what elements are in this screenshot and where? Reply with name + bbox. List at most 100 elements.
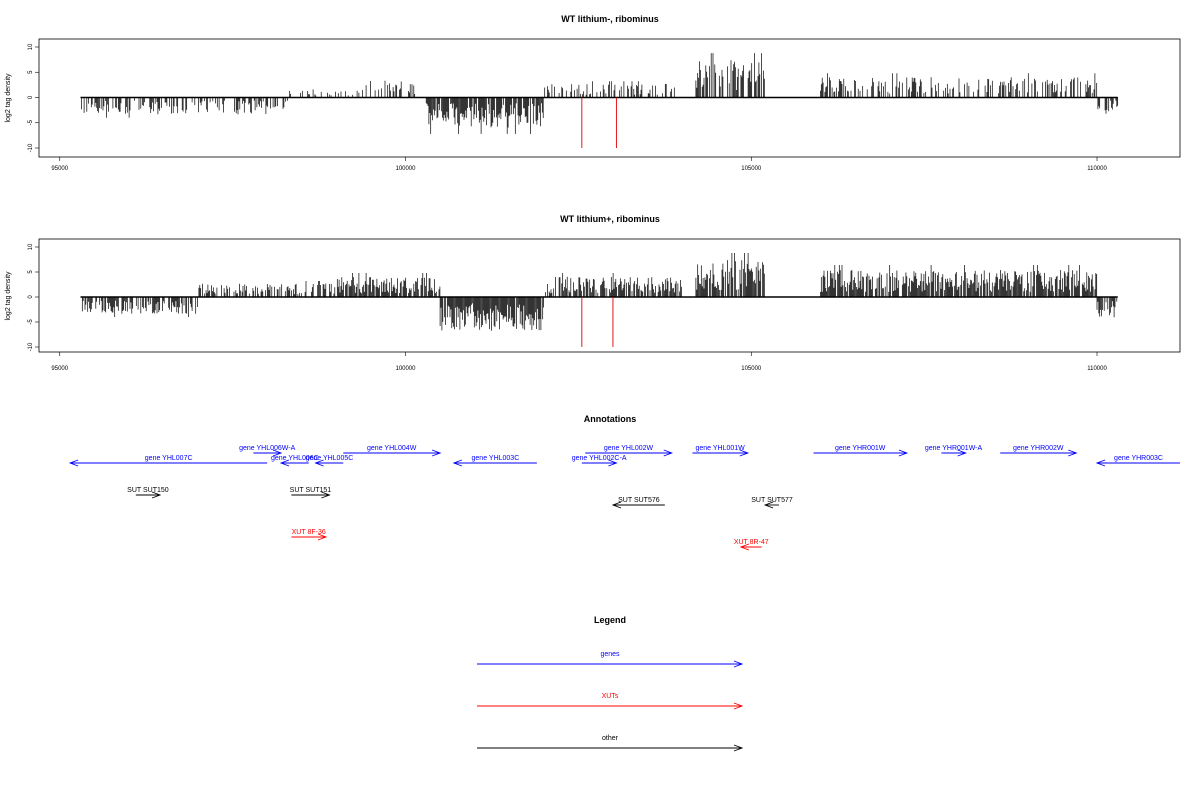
legend-arrow-head [733,744,744,752]
x-tick-label: 100000 [395,166,416,172]
annotations-panel: Annotations gene YHL007C gene YHL006W-A ge… [68,414,1180,551]
y-tick-label: -5 [28,119,34,125]
density-bars [81,253,1118,331]
annotation-feature: gene YHL002C-A [572,455,627,467]
legend-arrow-head [733,660,744,668]
feature-arrow-head [431,449,442,457]
feature-label: gene YHR003C [1114,455,1163,462]
annotation-feature: SUT SUT151 [290,487,332,499]
track-1-title: WT lithium-, ribominus [561,14,659,24]
feature-arrow-head [1095,459,1106,467]
x-tick-label: 95000 [51,366,68,372]
track-2-bars [80,253,1118,347]
track-1-frame [38,38,1181,158]
y-tick-label: 10 [28,43,34,50]
annotation-feature: gene YHL004W [343,445,442,457]
feature-label: XUT 8F-36 [292,529,326,536]
track-2-title: WT lithium+, ribominus [560,214,660,224]
feature-arrow-head [272,449,283,457]
y-tick-label: -10 [28,143,34,152]
feature-arrow-head [151,491,162,499]
feature-label: gene YHR001W-A [925,445,983,452]
annotation-feature: gene YHR002W [1000,445,1078,457]
feature-arrow-head [763,501,774,509]
annotations-title: Annotations [584,414,637,424]
y-tick-label: -5 [28,319,34,325]
legend-item: genes [477,651,744,668]
track-2-frame [38,238,1181,353]
feature-label: gene YHL007C [145,455,193,462]
annotation-feature: SUT SUT150 [127,487,169,499]
feature-label: gene YHL003C [472,455,520,462]
y-tick-label: 10 [28,243,34,250]
annotation-feature: gene YHL001W [692,445,750,457]
annotation-feature: gene YHL005C [306,455,354,467]
y-tick-label: 0 [28,295,34,299]
y-tick-label: 0 [28,95,34,99]
y-tick-label: -10 [28,342,34,351]
feature-arrow-head [663,449,674,457]
feature-label: SUT SUT576 [618,497,660,504]
annotation-feature: gene YHL006C [271,455,319,467]
annotation-feature: gene YHL006W-A [239,445,296,457]
feature-arrow-head [1068,449,1078,457]
feature-arrow-head [321,491,331,499]
legend-items: genes XUTs other [477,651,744,752]
feature-label: SUT SUT577 [751,497,793,504]
feature-arrow-head [957,449,967,457]
legend-panel: Legend genes XUTs other [477,615,744,752]
annotation-feature: SUT SUT576 [611,497,665,509]
feature-label: gene YHR001W [835,445,886,452]
legend-label: genes [600,651,620,658]
feature-arrow-head [279,459,290,467]
feature-arrow-head [739,449,750,457]
legend-title: Legend [594,615,626,625]
annotation-feature: gene YHL003C [452,455,537,467]
legend-arrow-head [733,702,744,710]
track-1-axes: 95000 100000 105000 110000 10 5 0 -5 -10 [28,43,1107,172]
track-1-bars [80,53,1119,148]
annotation-feature: gene YHR003C [1095,455,1180,467]
x-tick-label: 100000 [395,366,416,372]
track-lithium-minus: WT lithium-, ribominus 95000 100000 105000… [5,14,1181,172]
feature-arrow-head [608,459,618,467]
x-tick-label: 110000 [1087,166,1107,172]
annotation-feature: gene YHR001W [813,445,909,457]
annotation-feature: gene YHR001W-A [925,445,983,457]
feature-arrow-head [611,501,622,509]
feature-label: gene YHL006W-A [239,445,295,452]
legend-item: XUTs [477,693,744,710]
x-tick-label: 95000 [51,166,68,172]
annotation-feature: gene YHL002W [585,445,674,457]
feature-arrow-head [739,543,750,551]
x-tick-label: 105000 [741,366,762,372]
annotation-feature: XUT 8F-36 [291,529,328,541]
track-lithium-plus: WT lithium+, ribominus 95000 100000 105000… [5,214,1181,372]
feature-label: XUT 8R-47 [734,539,769,546]
annotation-feature: SUT SUT577 [751,497,793,509]
annotation-feature: XUT 8R-47 [734,539,769,551]
track-2-axes: 95000 100000 105000 110000 10 5 0 -5 -10 [28,243,1107,372]
density-bars [81,53,1119,134]
y-tick-label: 5 [28,70,34,74]
feature-arrow-head [452,459,463,467]
track-2-ylabel: log2 tag density [5,271,12,321]
x-tick-label: 105000 [741,166,762,172]
feature-arrow-head [314,459,324,467]
feature-label: gene YHL001W [695,445,745,452]
feature-arrow-head [317,533,328,541]
feature-label: gene YHL005C [306,455,354,462]
feature-label: SUT SUT150 [127,487,169,494]
feature-arrow-head [898,449,909,457]
feature-label: SUT SUT151 [290,487,332,494]
y-tick-label: 5 [28,270,34,274]
annotation-feature: gene YHL007C [68,455,268,467]
legend-item: other [477,735,744,752]
feature-label: gene YHR002W [1013,445,1064,452]
feature-label: gene YHL004W [367,445,417,452]
feature-arrow-head [68,459,79,467]
legend-label: other [602,735,619,742]
feature-label: gene YHL002W [604,445,654,452]
